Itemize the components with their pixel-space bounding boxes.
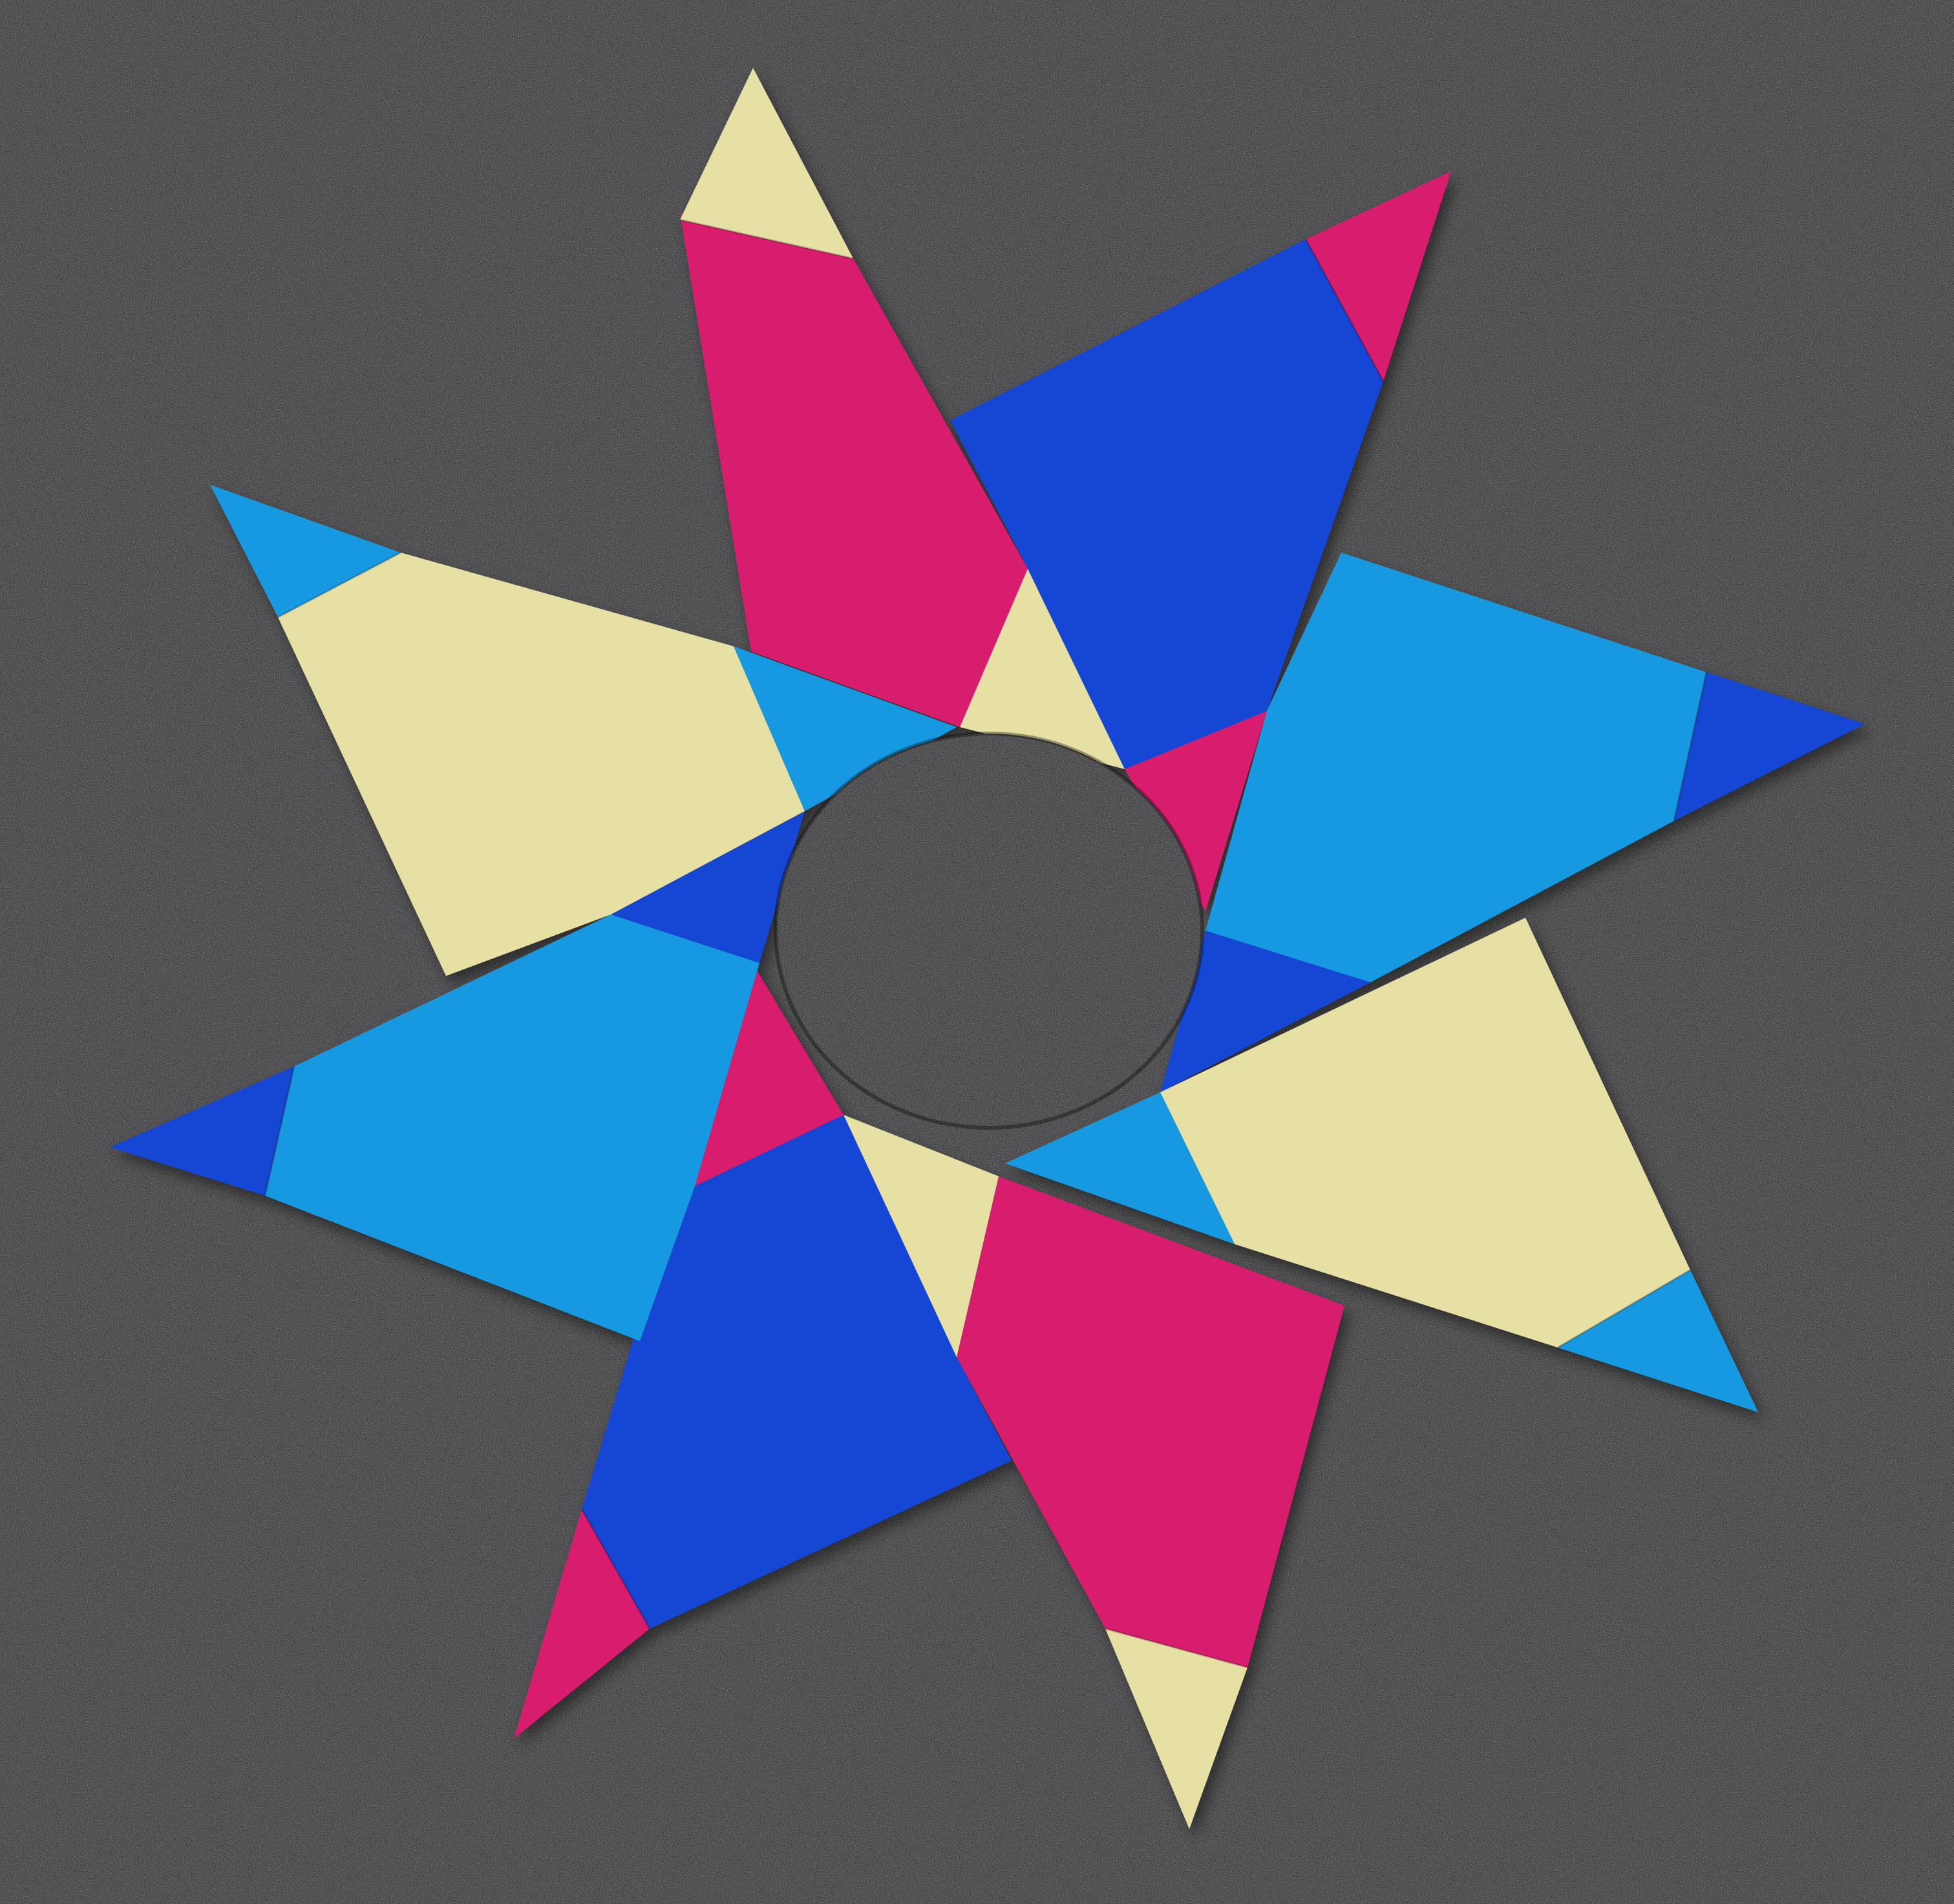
point-lower-right-body bbox=[1160, 918, 1690, 1348]
fold-creases bbox=[264, 218, 1708, 1669]
star-point-upper-right bbox=[950, 171, 1451, 911]
point-upper-right-tip bbox=[1306, 171, 1451, 381]
point-lower-right-inner bbox=[1005, 1092, 1235, 1244]
point-right-inner bbox=[1160, 931, 1370, 1092]
point-bottom-tip bbox=[1105, 1629, 1248, 1829]
point-left-body bbox=[265, 915, 759, 1341]
star-point-left bbox=[110, 811, 805, 1341]
point-upper-right-inner bbox=[1125, 711, 1267, 911]
point-top-body bbox=[680, 213, 1028, 727]
point-left-inner bbox=[611, 811, 805, 963]
star-point-right bbox=[1160, 553, 1865, 1092]
origami-star bbox=[110, 68, 1865, 1829]
point-upper-right-body bbox=[950, 239, 1383, 769]
star-point-top bbox=[680, 68, 1125, 769]
point-lower-left-tip bbox=[514, 1509, 650, 1739]
point-right-body bbox=[1205, 553, 1706, 982]
center-hole-edge bbox=[774, 732, 1204, 1130]
point-lower-right-tip bbox=[1558, 1270, 1758, 1412]
star-point-lower-left bbox=[514, 969, 1012, 1739]
point-upper-left-body bbox=[278, 553, 805, 976]
point-lower-left-inner bbox=[695, 969, 844, 1186]
point-top-tip bbox=[680, 68, 853, 259]
star-point-upper-left bbox=[210, 485, 957, 976]
point-right-tip bbox=[1674, 672, 1865, 821]
star-point-bottom bbox=[844, 1115, 1344, 1829]
point-upper-left-tip bbox=[210, 485, 401, 617]
star-point-lower-right bbox=[1005, 918, 1758, 1412]
point-upper-left-inner bbox=[734, 646, 957, 811]
point-top-inner bbox=[960, 569, 1125, 769]
point-left-tip bbox=[110, 1066, 294, 1196]
point-lower-left-body bbox=[582, 1115, 1012, 1629]
point-bottom-body bbox=[957, 1176, 1344, 1667]
point-bottom-inner bbox=[844, 1115, 999, 1357]
